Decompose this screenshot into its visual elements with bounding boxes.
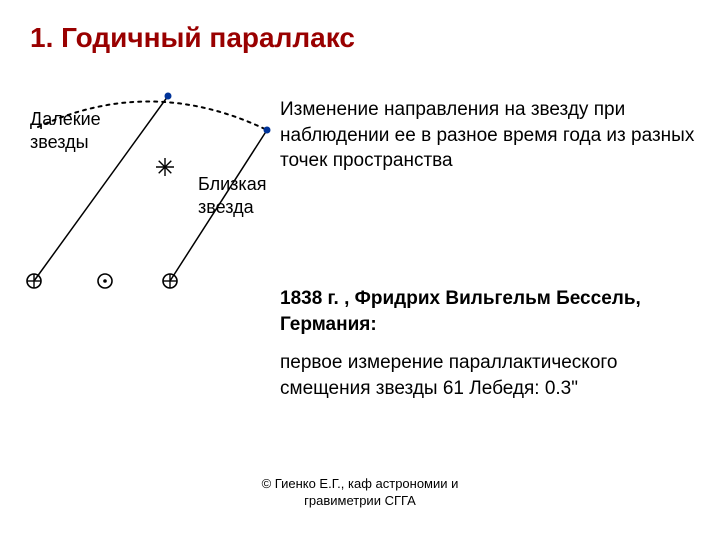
page-title: 1. Годичный параллакс	[30, 22, 355, 54]
parallax-diagram	[20, 85, 280, 295]
history-body: первое измерение параллактического смеще…	[280, 350, 700, 401]
footer-credit: © Гиенко Е.Г., каф астрономии игравиметр…	[0, 476, 720, 510]
history-heading: 1838 г. , Фридрих Вильгельм Бессель, Гер…	[280, 286, 700, 337]
definition-text: Изменение направления на звезду при набл…	[280, 97, 700, 174]
